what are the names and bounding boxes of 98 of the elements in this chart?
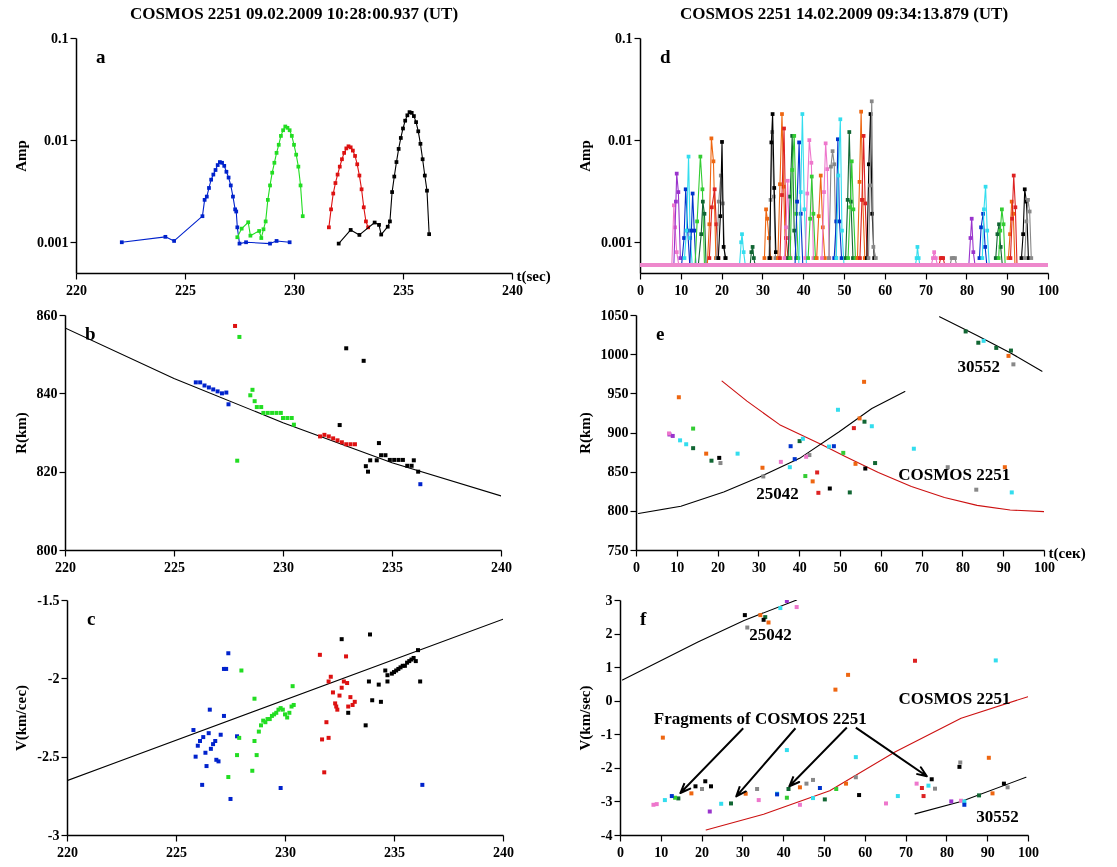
- x-tick-label: 30: [755, 282, 770, 298]
- y-axis-title: R(km): [12, 412, 30, 454]
- y-tick-label: 820: [36, 464, 58, 480]
- y-axis-title: Amp: [577, 140, 593, 172]
- x-tick-label: 230: [273, 559, 294, 575]
- x-tick-label: 225: [166, 844, 187, 860]
- x-tick-label: 100: [1038, 282, 1059, 298]
- y-tick-label: -3: [600, 793, 613, 809]
- y-tick-label: 750: [607, 542, 629, 558]
- y-tick-label: 0.1: [615, 30, 633, 46]
- y-tick-label: 3: [605, 592, 613, 608]
- y-tick-label: 0: [605, 693, 613, 709]
- x-tick-label: 30: [751, 559, 766, 575]
- annotation: 30552: [957, 356, 1000, 376]
- x-tick-label: 80: [939, 844, 954, 860]
- annotation: COSMOS 2251: [898, 689, 1011, 709]
- annotation: d: [660, 46, 671, 67]
- x-tick-label: 240: [493, 844, 514, 860]
- annotation: b: [85, 323, 96, 344]
- chart-title: COSMOS 2251 14.02.2009 09:34:13.879 (UT): [679, 4, 1009, 23]
- annotation: 30552: [976, 806, 1019, 826]
- x-tick-label: 70: [915, 559, 930, 575]
- y-tick-label: 1050: [600, 307, 629, 323]
- x-axis-title: t(сек): [1048, 544, 1086, 562]
- y-tick-label: -2: [47, 670, 60, 686]
- y-tick-label: 950: [607, 385, 629, 401]
- annotation: 25042: [749, 624, 792, 644]
- x-tick-label: 235: [382, 559, 403, 575]
- x-tick-label: 100: [1034, 559, 1055, 575]
- x-tick-label: 40: [776, 844, 791, 860]
- y-tick-label: 0.1: [51, 30, 69, 46]
- y-tick-label: 850: [607, 464, 629, 480]
- x-tick-label: 60: [874, 559, 889, 575]
- x-tick-label: 90: [996, 559, 1011, 575]
- y-tick-label: 800: [36, 542, 58, 558]
- x-tick-label: 50: [837, 282, 852, 298]
- x-tick-label: 220: [55, 559, 76, 575]
- annotation: f: [640, 608, 647, 629]
- y-tick-label: 800: [607, 503, 629, 519]
- y-tick-label: 900: [607, 425, 629, 440]
- x-tick-label: 30: [735, 844, 750, 860]
- y-axis-title: V(km/sec): [576, 685, 594, 751]
- annotation: c: [87, 608, 96, 629]
- x-tick-label: 10: [674, 282, 689, 298]
- y-tick-label: -4: [600, 827, 613, 843]
- y-tick-label: 1000: [600, 346, 629, 362]
- y-tick-label: 860: [36, 307, 58, 323]
- x-tick-label: 20: [695, 844, 710, 860]
- y-tick-label: 2: [605, 626, 613, 642]
- x-tick-label: 240: [491, 559, 512, 575]
- annotation: Fragments of COSMOS 2251: [653, 709, 867, 729]
- x-tick-label: 20: [715, 282, 730, 298]
- y-axis-title: V(km/сес): [13, 684, 31, 752]
- x-tick-label: 20: [711, 559, 726, 575]
- x-tick-label: 90: [1000, 282, 1015, 298]
- y-axis-title: R(km): [576, 412, 594, 454]
- y-tick-label: -2: [600, 760, 613, 776]
- y-tick-label: -1.5: [37, 592, 60, 608]
- annotation: COSMOS 2251: [898, 464, 1011, 484]
- x-tick-label: 80: [955, 559, 970, 575]
- x-tick-label: 235: [393, 282, 414, 298]
- x-tick-label: 70: [919, 282, 934, 298]
- y-tick-label: -1: [600, 726, 613, 742]
- x-tick-label: 235: [384, 844, 405, 860]
- x-tick-label: 90: [980, 844, 995, 860]
- y-tick-label: 0.001: [37, 234, 69, 250]
- x-tick-label: 60: [858, 844, 873, 860]
- x-tick-label: 40: [796, 282, 811, 298]
- x-tick-label: 10: [654, 844, 669, 860]
- chart-title: COSMOS 2251 09.02.2009 10:28:00.937 (UT): [129, 4, 459, 23]
- y-tick-label: 0.01: [608, 132, 633, 148]
- x-tick-label: 225: [175, 282, 196, 298]
- x-tick-label: 230: [275, 844, 296, 860]
- annotation: e: [656, 323, 665, 344]
- annotation: 25042: [756, 484, 799, 504]
- x-tick-label: 70: [899, 844, 914, 860]
- annotation: a: [96, 46, 106, 67]
- y-tick-label: 0.01: [44, 132, 69, 148]
- x-tick-label: 220: [66, 282, 87, 298]
- x-tick-label: 230: [284, 282, 305, 298]
- x-tick-label: 225: [164, 559, 185, 575]
- y-tick-label: 1: [605, 659, 613, 675]
- y-axis-title: Amp: [13, 140, 29, 172]
- x-tick-label: 50: [833, 559, 848, 575]
- y-tick-label: 840: [36, 385, 58, 401]
- x-tick-label: 220: [57, 844, 78, 860]
- x-axis-title: t(sec): [516, 267, 551, 285]
- y-tick-label: -2.5: [37, 749, 60, 765]
- x-tick-label: 80: [959, 282, 974, 298]
- y-tick-label: -3: [47, 827, 60, 843]
- x-tick-label: 240: [502, 282, 523, 298]
- x-tick-label: 50: [817, 844, 832, 860]
- x-tick-label: 0: [637, 282, 644, 298]
- x-tick-label: 40: [792, 559, 807, 575]
- y-tick-label: 0.001: [601, 234, 633, 250]
- x-tick-label: 10: [670, 559, 685, 575]
- x-tick-label: 100: [1018, 844, 1039, 860]
- x-tick-label: 60: [878, 282, 893, 298]
